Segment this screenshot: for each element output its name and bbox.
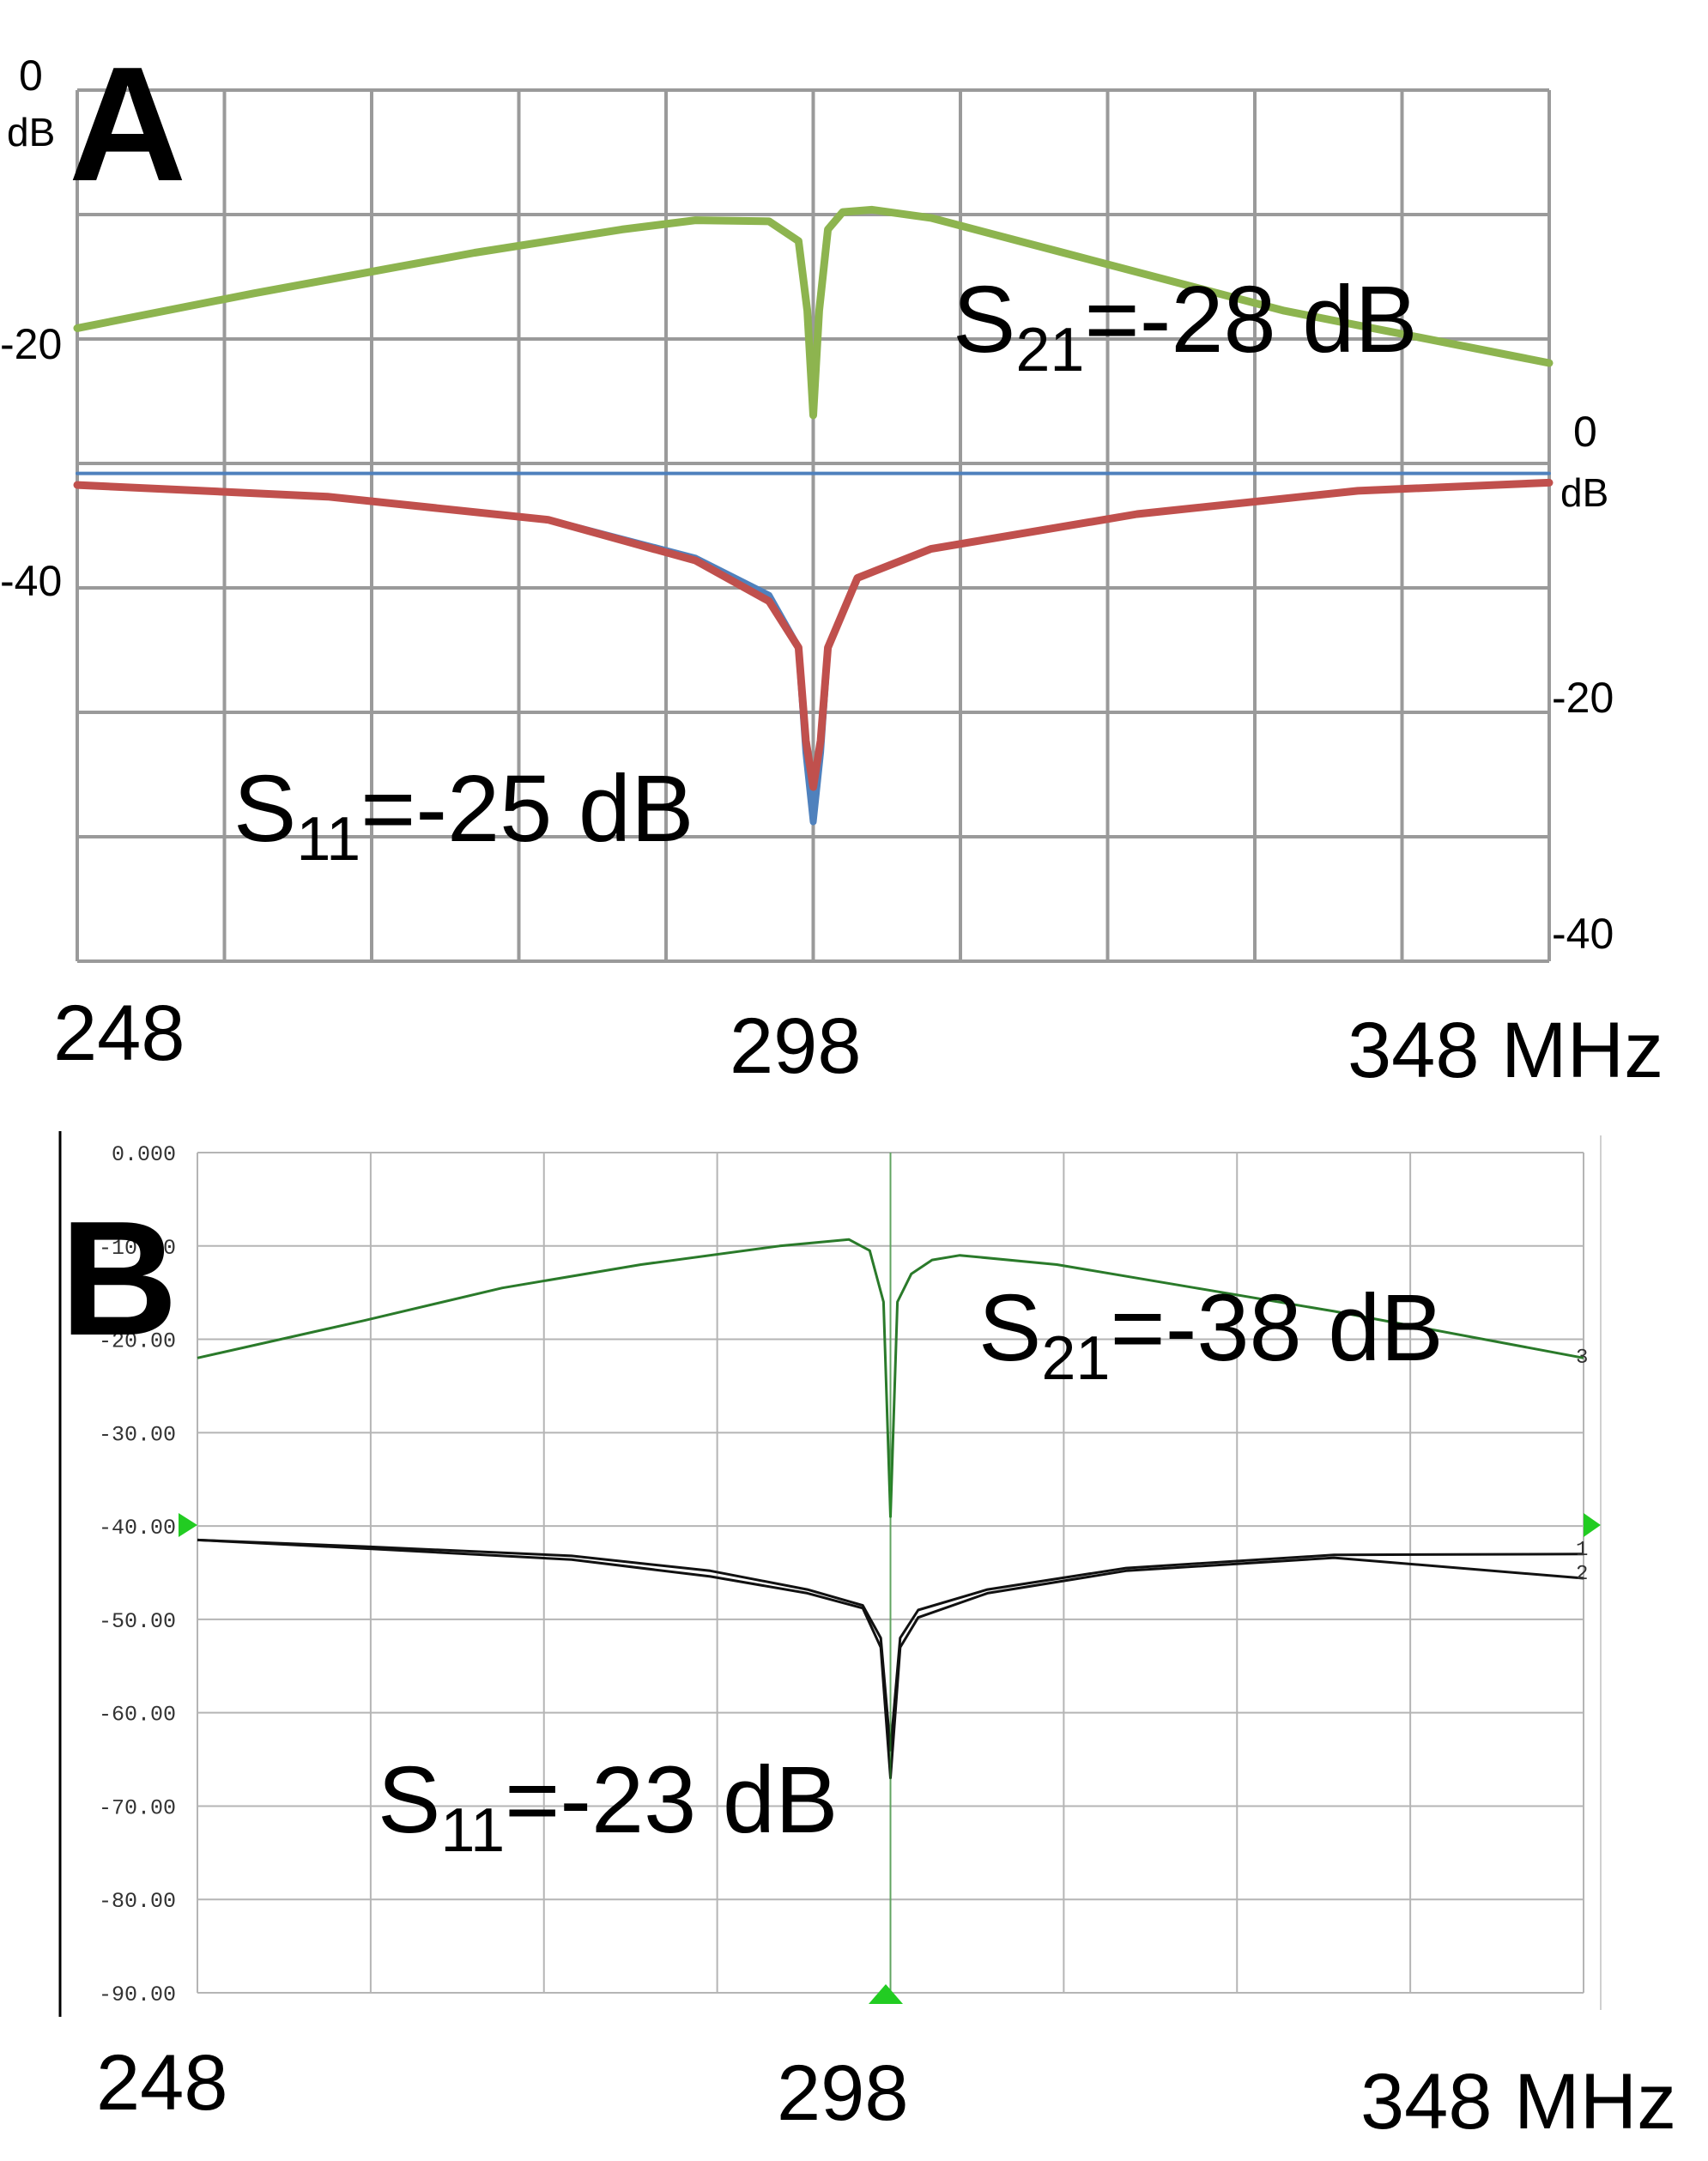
panel-b-s21-value: =-38 dB xyxy=(1110,1275,1443,1381)
panel-a-right-tick-2: -40 xyxy=(1552,910,1614,958)
panel-a-grid xyxy=(76,88,1551,963)
panel-b-y-tick: -80.00 xyxy=(99,1889,176,1914)
panel-b-s11-trace-2 xyxy=(197,1538,1584,1780)
panel-b-bottom-marker-icon xyxy=(869,1984,903,2004)
panel-b-grid xyxy=(197,1135,1602,2010)
panel-b-x-tick-1: 298 xyxy=(777,2049,909,2137)
panel-a-letter: A xyxy=(69,33,186,215)
panel-a-left-unit: dB xyxy=(7,110,55,154)
panel-a-right-unit: dB xyxy=(1560,470,1608,515)
panel-b-s11-sub: 11 xyxy=(440,1796,505,1865)
panel-a-chart: A 0 dB -20 -40 0 dB -20 -40 248 298 348 … xyxy=(0,33,1663,1094)
panel-a-s21-line xyxy=(73,205,1554,420)
panel-b-trace-label-2: 2 xyxy=(1576,1563,1588,1586)
panel-b-s21-sub: 21 xyxy=(1041,1324,1110,1393)
panel-a-left-tick-1: -20 xyxy=(0,320,62,368)
panel-b-s11-trace-1 xyxy=(197,1538,1584,1752)
panel-a-s11-sym: S xyxy=(233,756,296,862)
panel-b-trace-label-3: 3 xyxy=(1576,1347,1588,1370)
panel-a-x-tick-0: 248 xyxy=(53,990,185,1077)
panel-b-chart: 0.000 -10.00 -20.00 -30.00 -40.00 -50.00 -60.0… xyxy=(58,1131,1676,2146)
panel-b-y-tick: -30.00 xyxy=(99,1422,176,1447)
panel-b-series xyxy=(197,1153,1584,1993)
panel-b-s21-sym: S xyxy=(978,1275,1041,1381)
panel-a-left-tick-2: -40 xyxy=(0,557,62,605)
panel-a-s11-value: =-25 dB xyxy=(360,756,693,862)
panel-b-y-tick: -90.00 xyxy=(99,1982,176,2007)
panel-a-series xyxy=(73,205,1554,826)
panel-b-left-marker-icon xyxy=(179,1513,197,1537)
panel-b-x-tick-2: 348 MHz xyxy=(1360,2058,1676,2146)
panel-a-s21-sub: 21 xyxy=(1015,316,1084,384)
panel-a-x-tick-2: 348 MHz xyxy=(1348,1007,1663,1094)
panel-b-y-tick: -40.00 xyxy=(99,1516,176,1541)
panel-b-y-tick: 0.000 xyxy=(112,1142,176,1167)
panel-b-s11-value: =-23 dB xyxy=(505,1747,838,1853)
panel-a-s21-annotation: S21=-28 dB xyxy=(953,267,1418,384)
panel-b-right-marker-icon xyxy=(1584,1513,1601,1537)
panel-b-x-tick-0: 248 xyxy=(96,2039,228,2127)
panel-b-y-tick: -60.00 xyxy=(99,1703,176,1728)
panel-b-s11-sym: S xyxy=(378,1747,440,1853)
panel-a-s11-sub: 11 xyxy=(296,805,360,874)
panel-b-s21-annotation: S21=-38 dB xyxy=(978,1275,1444,1393)
panel-a-s11-annotation: S11=-25 dB xyxy=(233,756,693,874)
panel-b-letter: B xyxy=(60,1188,178,1370)
panel-b-s11-annotation: S11=-23 dB xyxy=(378,1747,838,1865)
panel-a-s21-sym: S xyxy=(953,267,1015,372)
panel-a-right-tick-0: 0 xyxy=(1573,408,1597,456)
panel-a-s21-value: =-28 dB xyxy=(1084,267,1417,372)
panel-b-y-tick: -20.00 xyxy=(99,1329,176,1354)
panel-b-y-tick: -70.00 xyxy=(99,1795,176,1820)
panel-b-y-ticks: 0.000 -10.00 -20.00 -30.00 -40.00 -50.00 -60.0… xyxy=(99,1142,176,2007)
panel-b-y-tick: -10.00 xyxy=(99,1236,176,1261)
panel-a-s11-line xyxy=(73,478,1554,791)
panel-a-left-tick-0: 0 xyxy=(19,51,43,100)
panel-b-trace-label-1: 1 xyxy=(1576,1539,1588,1562)
panel-a-right-tick-1: -20 xyxy=(1552,674,1614,722)
panel-a-x-tick-1: 298 xyxy=(730,1002,862,1090)
panel-b-y-tick: -50.00 xyxy=(99,1609,176,1634)
